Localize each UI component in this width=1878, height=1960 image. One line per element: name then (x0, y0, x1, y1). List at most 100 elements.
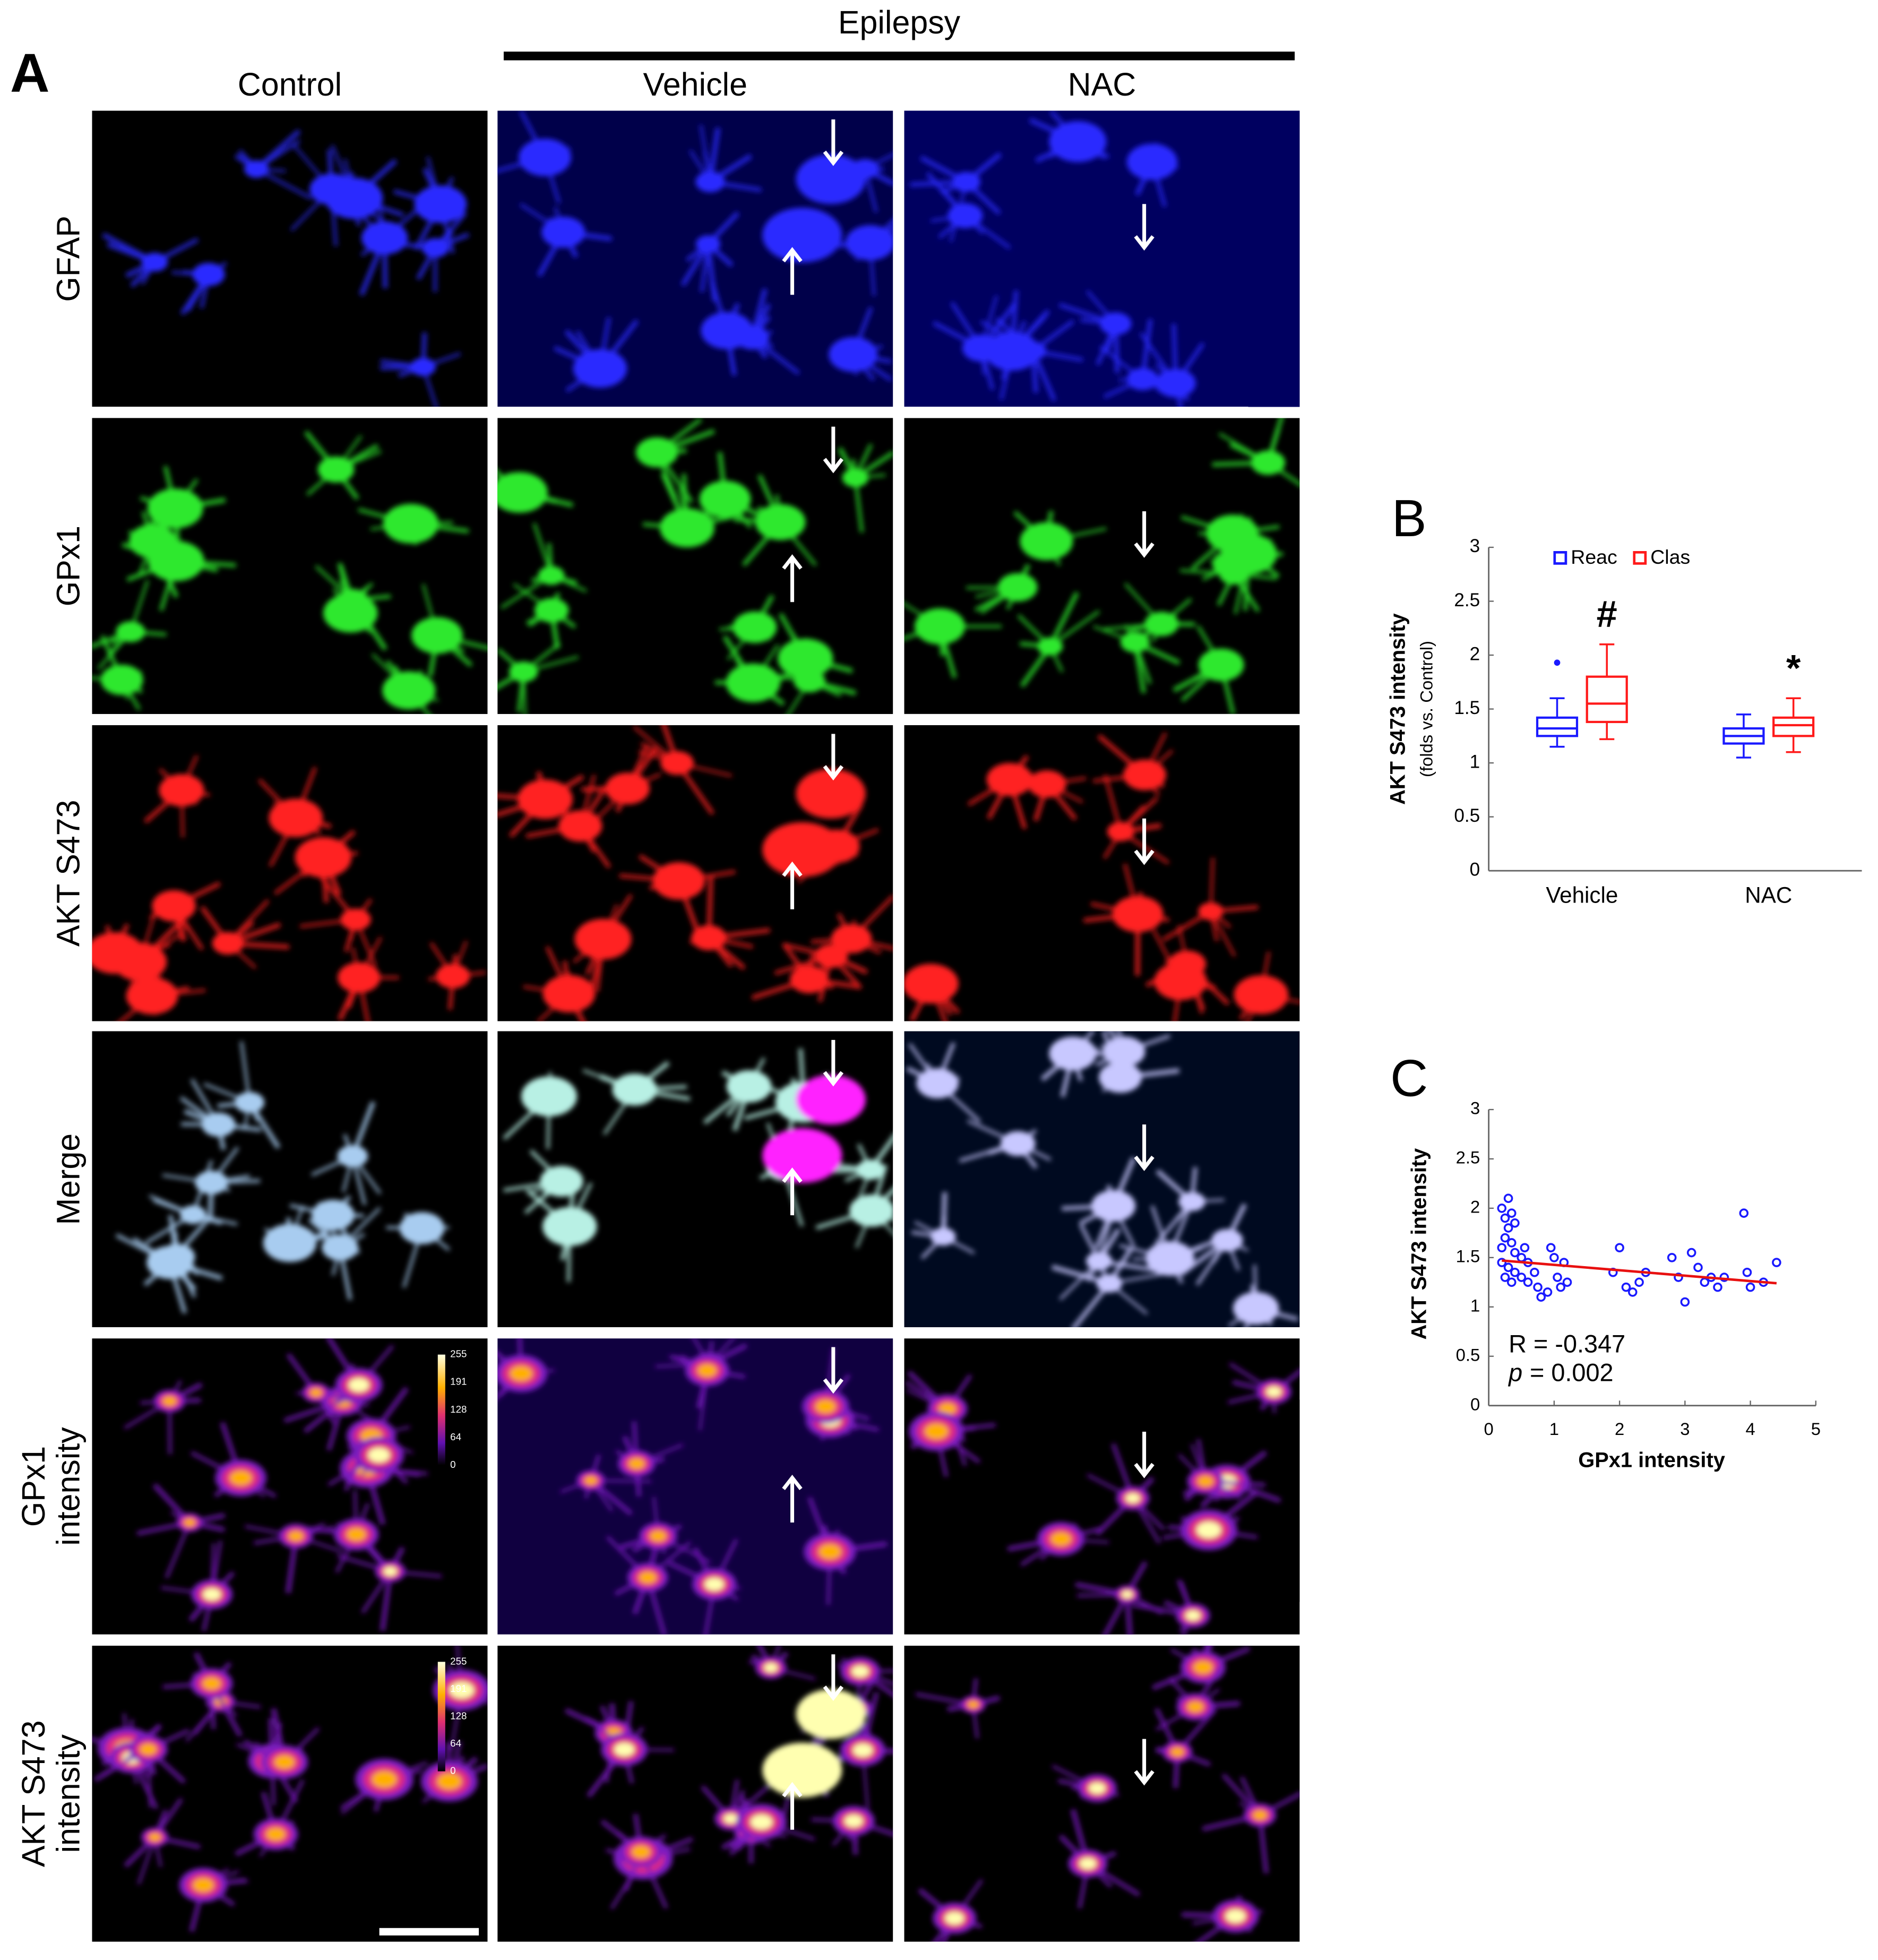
soma (1099, 312, 1132, 336)
hypertrophic-cell (796, 769, 866, 819)
arrow-head (823, 1378, 844, 1394)
soma (845, 225, 893, 261)
x-tick-label: 1 (1549, 1419, 1559, 1439)
soma (985, 331, 1039, 371)
hypertrophic-cell (796, 154, 866, 204)
row-label: AKT S473 (15, 1720, 51, 1867)
point (1543, 1287, 1553, 1297)
micrograph (904, 1338, 1300, 1635)
soma (497, 472, 548, 513)
soma (849, 1194, 893, 1227)
point (1556, 1282, 1565, 1292)
cells (92, 430, 488, 714)
soma (1178, 1192, 1205, 1211)
y-tick-label: 3 (1470, 1098, 1480, 1118)
soma (1112, 896, 1164, 933)
x-tick-label: 4 (1745, 1419, 1755, 1439)
soma-core (845, 1815, 863, 1827)
micrograph (904, 418, 1300, 714)
arrow-head (1134, 1463, 1155, 1478)
soma-core (202, 1677, 221, 1690)
process (949, 181, 968, 243)
soma (436, 964, 470, 988)
soma-core (310, 1388, 322, 1397)
micrograph (904, 1031, 1300, 1328)
soma-core (347, 1528, 366, 1541)
arrow-head (823, 1686, 844, 1701)
cells (92, 1645, 488, 1932)
micrograph (904, 725, 1300, 1021)
soma (605, 772, 650, 805)
point (1510, 1267, 1520, 1277)
soma-core (1198, 1476, 1213, 1487)
soma (325, 177, 383, 219)
legend-swatch (1553, 551, 1567, 565)
soma (147, 488, 203, 529)
soma (1126, 368, 1158, 391)
row-label: GPx1 (50, 526, 87, 606)
arrow-head (823, 765, 844, 781)
soma-core (764, 1663, 778, 1672)
soma (652, 862, 705, 900)
hypertrophic-cell (796, 1074, 866, 1125)
soma (1156, 368, 1196, 398)
soma-core (1170, 1747, 1184, 1757)
soma-core (584, 1476, 597, 1485)
soma (244, 160, 269, 178)
soma-core (162, 1396, 177, 1406)
micrograph (92, 1031, 488, 1328)
soma (916, 1068, 959, 1099)
hypertrophic-cell (796, 1689, 866, 1739)
soma-core (368, 1448, 390, 1463)
point (1562, 1277, 1572, 1287)
soma (192, 263, 225, 286)
arrow-head (823, 150, 844, 166)
soma-core (349, 1378, 369, 1392)
cells (503, 1048, 893, 1283)
soma (1096, 1274, 1123, 1293)
soma (1212, 552, 1250, 578)
row-label: GPx1 (15, 1446, 51, 1527)
point (1520, 1243, 1530, 1253)
soma (904, 964, 959, 1004)
soma-core (1253, 1810, 1267, 1820)
colorbar-label: 128 (450, 1404, 467, 1415)
point (1719, 1273, 1729, 1282)
arrow-head (823, 1071, 844, 1087)
soma-core (1050, 1532, 1071, 1546)
point (1621, 1282, 1631, 1292)
soma-core (1266, 1387, 1281, 1397)
x-tick-label: Vehicle (1546, 883, 1618, 908)
colorbar (437, 1354, 445, 1466)
point (1523, 1277, 1533, 1287)
group-label: Epilepsy (838, 4, 961, 40)
soma (1049, 1036, 1097, 1071)
point (1530, 1267, 1539, 1277)
point (1500, 1273, 1510, 1282)
column-label: Control (238, 66, 342, 102)
cells (915, 1645, 1300, 1942)
colorbar-label: 191 (450, 1376, 467, 1387)
y-tick-label: 1 (1470, 751, 1480, 772)
x-tick-label: NAC (1745, 883, 1792, 908)
significance-mark: * (1786, 647, 1801, 689)
point (1742, 1267, 1752, 1277)
soma (541, 217, 585, 248)
point (1500, 1233, 1510, 1243)
soma (542, 1207, 597, 1246)
soma (152, 890, 196, 922)
legend-label: Clas (1650, 546, 1690, 568)
row-label: intensity (50, 1734, 87, 1853)
soma (1102, 1036, 1145, 1067)
x-tick-label: 0 (1484, 1419, 1494, 1439)
micrograph (92, 418, 488, 714)
micrograph-bg (904, 725, 1300, 1021)
box (1536, 716, 1579, 737)
cells (904, 732, 1300, 1021)
soma (340, 908, 371, 931)
soma-core (938, 1403, 956, 1415)
soma-core (1089, 1782, 1106, 1794)
x-tick-label: 2 (1615, 1419, 1624, 1439)
arrow-head (782, 247, 803, 263)
colorbar-label: 64 (450, 1738, 461, 1749)
